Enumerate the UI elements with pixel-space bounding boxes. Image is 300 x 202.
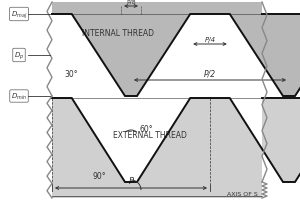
Text: $D_p$: $D_p$ <box>14 50 24 61</box>
Text: $D_{maj}$: $D_{maj}$ <box>11 9 27 21</box>
Text: 90°: 90° <box>92 172 106 181</box>
Text: P: P <box>128 176 134 185</box>
Text: P/4: P/4 <box>204 37 216 43</box>
Text: INTERNAL THREAD: INTERNAL THREAD <box>82 28 154 37</box>
Text: 30°: 30° <box>64 70 78 79</box>
Text: P/2: P/2 <box>204 70 216 79</box>
Text: P/8: P/8 <box>126 0 136 5</box>
Text: $D_{min}$: $D_{min}$ <box>11 92 27 102</box>
Text: EXTERNAL THREAD: EXTERNAL THREAD <box>113 130 187 139</box>
Text: 60°: 60° <box>139 125 153 134</box>
Text: AXIS OF S: AXIS OF S <box>227 191 258 196</box>
Polygon shape <box>52 3 300 97</box>
Polygon shape <box>52 99 300 198</box>
